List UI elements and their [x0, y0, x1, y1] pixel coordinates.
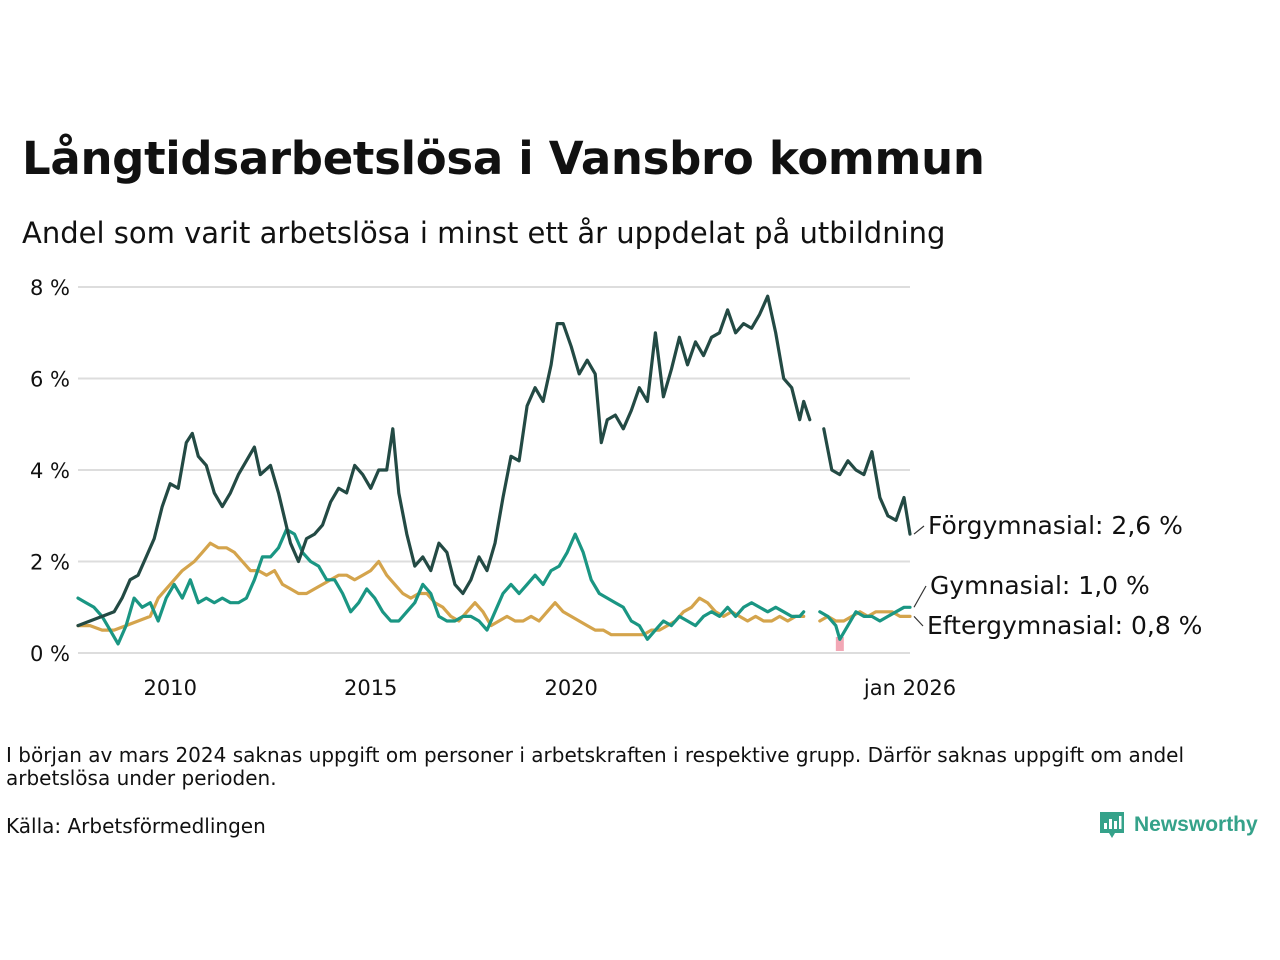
series-line-förgymnasial [76, 294, 912, 628]
end-labels: Förgymnasial: 2,6 % Gymnasial: 1,0 % Efter… [913, 511, 1202, 640]
y-tick-label: 2 % [30, 551, 70, 575]
newsworthy-logo-icon [1100, 812, 1124, 838]
page-subtitle: Andel som varit arbetslösa i minst ett å… [22, 216, 946, 250]
y-tick-label: 8 % [30, 276, 70, 300]
missing-data-marker [835, 636, 844, 651]
end-label-gymnasial: Gymnasial: 1,0 % [930, 571, 1150, 600]
x-tick-label: 2010 [143, 676, 196, 700]
series-line-eftergymnasial [76, 541, 912, 637]
y-tick-label: 0 % [30, 642, 70, 666]
line-chart: 0 % 2 % 4 % 6 % 8 % 2010 2015 2020 jan 2026 För… [30, 276, 1202, 700]
page-title: Långtidsarbetslösa i Vansbro kommun [22, 132, 985, 185]
x-axis-ticks: 2010 2015 2020 jan 2026 [143, 676, 956, 700]
x-tick-label: 2020 [544, 676, 597, 700]
x-tick-label: 2015 [344, 676, 397, 700]
x-tick-label: jan 2026 [863, 676, 956, 700]
label-leader [913, 585, 927, 608]
end-label-eftergymnasial: Eftergymnasial: 0,8 % [927, 611, 1202, 640]
y-tick-label: 4 % [30, 459, 70, 483]
brand-name: Newsworthy [1134, 813, 1258, 836]
brand-logo[interactable]: Newsworthy [1098, 808, 1258, 842]
gap-marker [835, 636, 844, 651]
series-line-gymnasial [76, 527, 912, 646]
y-tick-label: 6 % [30, 368, 70, 392]
grid-lines [78, 286, 910, 654]
y-axis-ticks: 0 % 2 % 4 % 6 % 8 % [30, 276, 70, 666]
label-leader [913, 525, 925, 535]
series-lines [76, 294, 912, 646]
end-label-förgymnasial: Förgymnasial: 2,6 % [928, 511, 1183, 540]
source-text: Källa: Arbetsförmedlingen [6, 814, 266, 838]
label-leader [913, 615, 924, 627]
footnote: I början av mars 2024 saknas uppgift om … [6, 743, 1185, 790]
